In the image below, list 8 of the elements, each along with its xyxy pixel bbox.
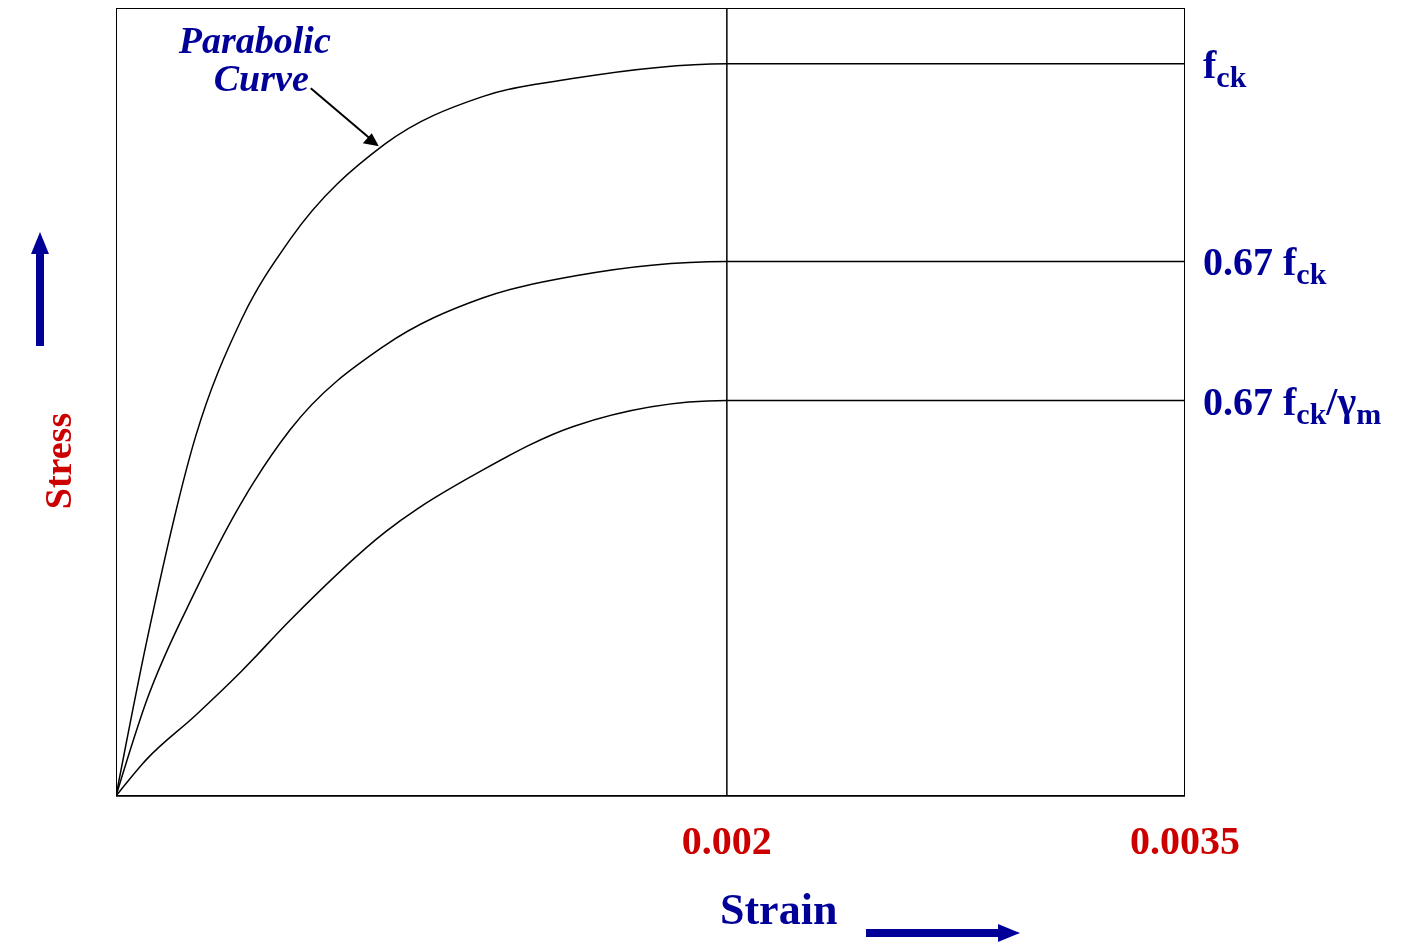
x-tick-label: 0.002 [681,818,772,864]
series-label: 0.67 f$_{ck}$ [1203,239,1327,291]
annotation: Parabolic Curve [177,19,331,100]
series-label: 0.67 f$_{ck}$/γ$_{m}$ [1203,378,1382,430]
y-axis-title: Stress [36,412,81,510]
x-axis-title: Strain [720,884,838,935]
series-label: f$_{ck}$ [1203,41,1247,93]
x-tick-label: 0.0035 [1130,818,1240,864]
